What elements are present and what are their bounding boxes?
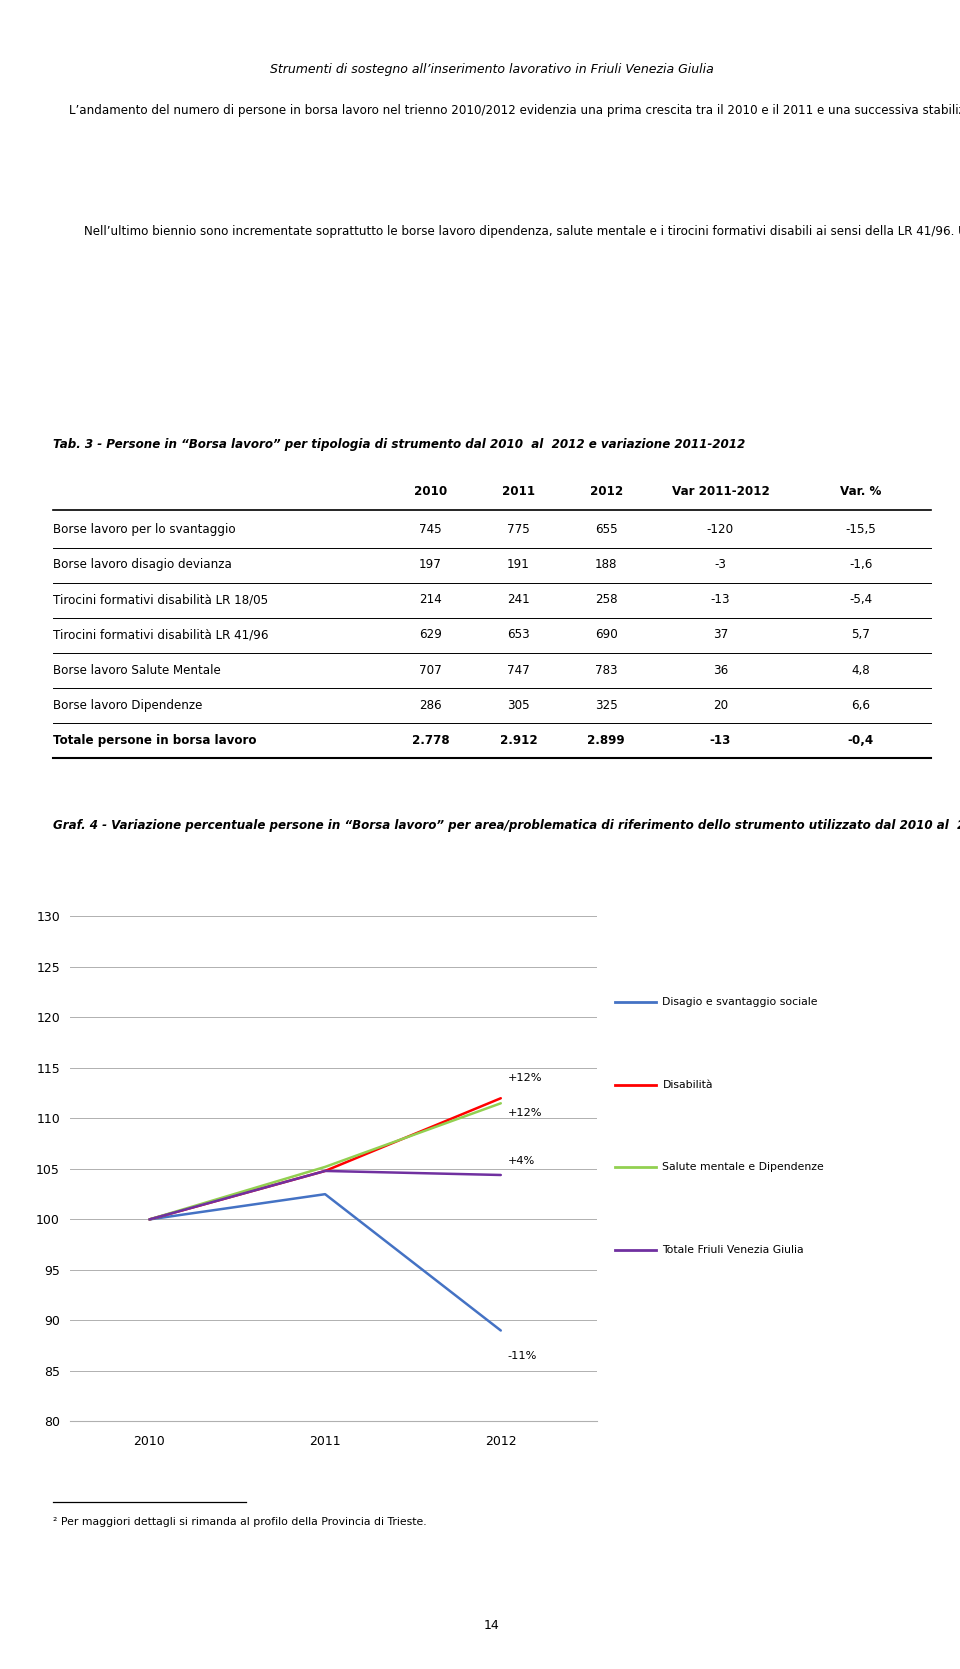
- Text: 775: 775: [507, 524, 530, 536]
- Text: -1,6: -1,6: [850, 559, 873, 571]
- Text: 6,6: 6,6: [852, 699, 871, 711]
- Text: Var 2011-2012: Var 2011-2012: [671, 484, 769, 497]
- Text: 2010: 2010: [414, 484, 447, 497]
- Text: Nell’ultimo biennio sono incrementate soprattutto le borse lavoro dipendenza, sa: Nell’ultimo biennio sono incrementate so…: [84, 225, 960, 239]
- Text: Tirocini formativi disabilità LR 18/05: Tirocini formativi disabilità LR 18/05: [53, 594, 268, 606]
- Text: 2011: 2011: [502, 484, 535, 497]
- Text: 37: 37: [712, 629, 728, 641]
- Text: 2.778: 2.778: [412, 734, 449, 746]
- Text: L’andamento del numero di persone in borsa lavoro nel trienno 2010/2012 evidenzi: L’andamento del numero di persone in bor…: [68, 103, 960, 117]
- Text: 258: 258: [595, 594, 617, 606]
- Text: 188: 188: [595, 559, 617, 571]
- Text: Borse lavoro Salute Mentale: Borse lavoro Salute Mentale: [53, 664, 221, 676]
- Text: 745: 745: [420, 524, 442, 536]
- Text: 629: 629: [420, 629, 442, 641]
- Text: 191: 191: [507, 559, 530, 571]
- Text: -3: -3: [714, 559, 727, 571]
- Text: 214: 214: [420, 594, 442, 606]
- Text: 36: 36: [712, 664, 728, 676]
- Text: 305: 305: [507, 699, 530, 711]
- Text: Graf. 4 - Variazione percentuale persone in “Borsa lavoro” per area/problematica: Graf. 4 - Variazione percentuale persone…: [53, 819, 960, 831]
- Text: 5,7: 5,7: [852, 629, 871, 641]
- Text: Borse lavoro Dipendenze: Borse lavoro Dipendenze: [53, 699, 203, 711]
- Text: -13: -13: [710, 594, 731, 606]
- Text: -0,4: -0,4: [848, 734, 874, 746]
- Text: Var. %: Var. %: [840, 484, 881, 497]
- Text: Totale persone in borsa lavoro: Totale persone in borsa lavoro: [53, 734, 256, 746]
- Text: 197: 197: [420, 559, 442, 571]
- Text: -13: -13: [709, 734, 732, 746]
- Text: 690: 690: [595, 629, 617, 641]
- Text: Tirocini formativi disabilità LR 41/96: Tirocini formativi disabilità LR 41/96: [53, 629, 268, 641]
- Text: 655: 655: [595, 524, 617, 536]
- Text: ² Per maggiori dettagli si rimanda al profilo della Provincia di Trieste.: ² Per maggiori dettagli si rimanda al pr…: [53, 1517, 426, 1527]
- Text: 2.912: 2.912: [499, 734, 538, 746]
- Text: 2.899: 2.899: [588, 734, 625, 746]
- Text: -15,5: -15,5: [846, 524, 876, 536]
- Text: 747: 747: [507, 664, 530, 676]
- Text: -5,4: -5,4: [850, 594, 873, 606]
- Text: 14: 14: [484, 1619, 500, 1632]
- Text: Borse lavoro disagio devianza: Borse lavoro disagio devianza: [53, 559, 231, 571]
- Text: -120: -120: [707, 524, 734, 536]
- Text: 241: 241: [507, 594, 530, 606]
- Text: 325: 325: [595, 699, 617, 711]
- Text: Tab. 3 - Persone in “Borsa lavoro” per tipologia di strumento dal 2010  al  2012: Tab. 3 - Persone in “Borsa lavoro” per t…: [53, 437, 745, 451]
- Text: 707: 707: [420, 664, 442, 676]
- Text: 286: 286: [420, 699, 442, 711]
- Text: Strumenti di sostegno all’inserimento lavorativo in Friuli Venezia Giulia: Strumenti di sostegno all’inserimento la…: [270, 63, 714, 77]
- Text: 653: 653: [507, 629, 530, 641]
- Text: Borse lavoro per lo svantaggio: Borse lavoro per lo svantaggio: [53, 524, 235, 536]
- Text: 4,8: 4,8: [852, 664, 871, 676]
- Text: 783: 783: [595, 664, 617, 676]
- Text: 20: 20: [713, 699, 728, 711]
- Text: 2012: 2012: [589, 484, 623, 497]
